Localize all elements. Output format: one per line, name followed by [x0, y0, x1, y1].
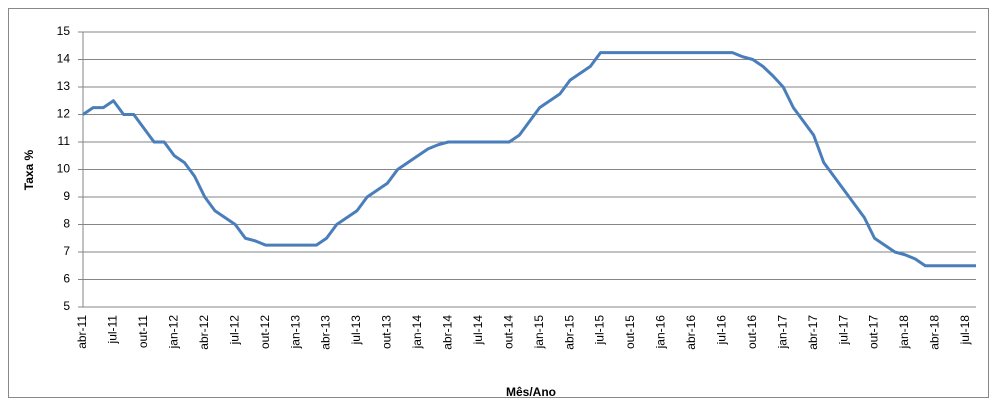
x-tick-label: abr-15 — [562, 315, 576, 350]
y-tick-label: 12 — [57, 107, 71, 121]
x-tick-label: out-14 — [501, 315, 515, 349]
y-tick-label: 14 — [57, 52, 71, 66]
y-tick-label: 10 — [57, 162, 71, 176]
x-tick-label: jan-12 — [167, 315, 181, 350]
chart-border — [8, 8, 989, 398]
x-tick-label: jul-12 — [227, 315, 241, 346]
y-tick-label: 7 — [63, 244, 70, 258]
x-tick-label: abr-17 — [806, 315, 820, 350]
line — [82, 51, 976, 268]
x-tick-label: out-15 — [623, 315, 637, 349]
x-tick-label: abr-11 — [75, 315, 89, 349]
x-tick-label: jan-17 — [775, 315, 789, 350]
x-tick-label: jul-14 — [471, 315, 485, 346]
y-tick-label: 8 — [63, 217, 70, 231]
x-tick-label: abr-14 — [440, 315, 454, 350]
x-tick-label: jul-18 — [958, 315, 972, 346]
x-tick-label: jul-16 — [714, 315, 728, 346]
x-tick-label: abr-18 — [928, 315, 942, 350]
x-tick-label: out-11 — [136, 315, 150, 348]
x-tick-label: out-12 — [258, 315, 272, 349]
x-tick-label: jan-13 — [288, 315, 302, 350]
x-tick-label: jul-11 — [106, 315, 120, 345]
x-tick-label: out-17 — [867, 315, 881, 349]
y-tick-label: 9 — [63, 189, 70, 203]
x-tick-label: abr-12 — [197, 315, 211, 350]
x-axis-title: Mês/Ano — [506, 385, 556, 399]
x-tick-label: jul-15 — [593, 315, 607, 346]
x-tick-label: abr-13 — [319, 315, 333, 350]
y-tick-label: 5 — [63, 299, 70, 313]
x-tick-label: jul-13 — [349, 315, 363, 346]
x-tick-label: abr-16 — [684, 315, 698, 350]
y-tick-label: 15 — [57, 24, 71, 38]
y-tick-label: 6 — [63, 272, 70, 286]
y-tick-label: 13 — [57, 79, 71, 93]
x-tick-label: jan-15 — [532, 315, 546, 350]
x-tick-label: jan-14 — [410, 315, 424, 350]
x-tick-label: out-13 — [380, 315, 394, 349]
y-tick-label: 11 — [58, 134, 71, 148]
x-tick-label: jul-17 — [836, 315, 850, 346]
x-tick-label: out-16 — [745, 315, 759, 349]
x-tick-label: jan-16 — [654, 315, 668, 350]
x-tick-label: jan-18 — [897, 315, 911, 350]
y-axis-title: Taxa % — [22, 149, 36, 190]
